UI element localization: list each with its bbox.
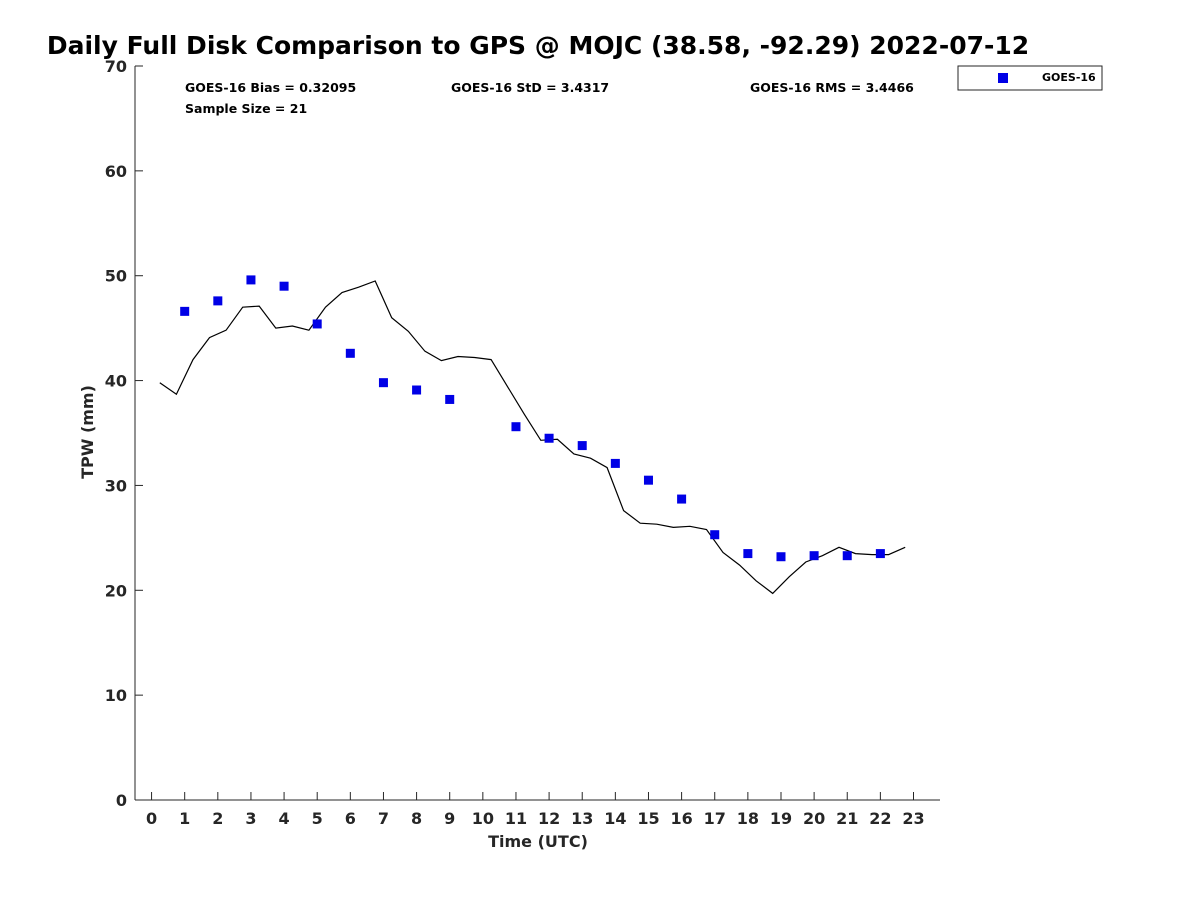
y-tick-label: 10 [105,686,127,705]
x-tick-label: 0 [146,809,157,828]
y-tick-label: 60 [105,162,127,181]
x-tick-label: 22 [869,809,891,828]
x-tick-label: 7 [378,809,389,828]
x-tick-label: 18 [737,809,759,828]
x-tick-label: 23 [902,809,924,828]
goes16-point [378,378,388,388]
x-tick-label: 16 [670,809,692,828]
legend: GOES-16 [957,65,1103,91]
y-ticks: 0 10 20 30 40 50 60 70 [105,57,143,810]
goes16-point [511,422,521,432]
x-tick-label: 6 [345,809,356,828]
chart-title: Daily Full Disk Comparison to GPS @ MOJC… [47,31,1029,60]
goes16-markers [180,275,885,562]
x-axis-label: Time (UTC) [488,832,588,851]
x-tick-label: 5 [312,809,323,828]
goes16-point [842,551,852,561]
stat-bias: GOES-16 Bias = 0.32095 [185,80,356,95]
x-tick-label: 9 [444,809,455,828]
stats-panel: GOES-16 Bias = 0.32095 GOES-16 StD = 3.4… [185,80,914,116]
x-tick-label: 17 [704,809,726,828]
x-ticks: 0 1 2 3 4 5 6 7 8 9 10 11 12 13 14 15 16 17 18 19 20 21 22 23 [146,792,925,828]
x-tick-label: 3 [245,809,256,828]
y-tick-label: 70 [105,57,127,76]
x-tick-label: 14 [604,809,626,828]
axes [134,66,940,801]
goes16-point [875,549,885,559]
x-tick-label: 15 [637,809,659,828]
goes16-point [213,296,223,306]
x-tick-label: 8 [411,809,422,828]
stat-std: GOES-16 StD = 3.4317 [451,80,609,95]
y-tick-label: 30 [105,476,127,495]
stat-rms: GOES-16 RMS = 3.4466 [750,80,914,95]
goes16-point [577,441,587,451]
goes16-point [809,551,819,561]
goes16-point [776,552,786,562]
legend-box [957,65,1103,91]
y-tick-label: 40 [105,372,127,391]
x-tick-label: 10 [472,809,494,828]
goes16-point [710,530,720,540]
x-tick-label: 21 [836,809,858,828]
goes16-point [610,458,620,468]
goes16-point [180,306,190,316]
goes16-point [643,475,653,485]
goes16-point [445,394,455,404]
x-tick-label: 12 [538,809,560,828]
stat-sample-size: Sample Size = 21 [185,101,307,116]
goes16-point [345,348,355,358]
x-tick-label: 1 [179,809,190,828]
x-tick-label: 2 [212,809,223,828]
x-tick-label: 4 [279,809,290,828]
x-tick-label: 20 [803,809,825,828]
x-tick-label: 19 [770,809,792,828]
legend-goes16-label: GOES-16 [1042,71,1096,84]
y-axis-label: TPW (mm) [78,385,97,479]
goes16-point [412,385,422,395]
x-tick-label: 11 [505,809,527,828]
goes16-point [246,275,256,285]
goes16-point [544,433,554,443]
y-tick-label: 50 [105,267,127,286]
goes16-point [677,494,687,504]
goes16-point [743,549,753,559]
x-tick-label: 13 [571,809,593,828]
goes16-point [279,281,289,291]
y-tick-label: 20 [105,581,127,600]
goes16-point [312,319,322,329]
gps-series-line [159,280,906,595]
y-tick-label: 0 [116,791,127,810]
legend-goes16-swatch [998,73,1008,83]
